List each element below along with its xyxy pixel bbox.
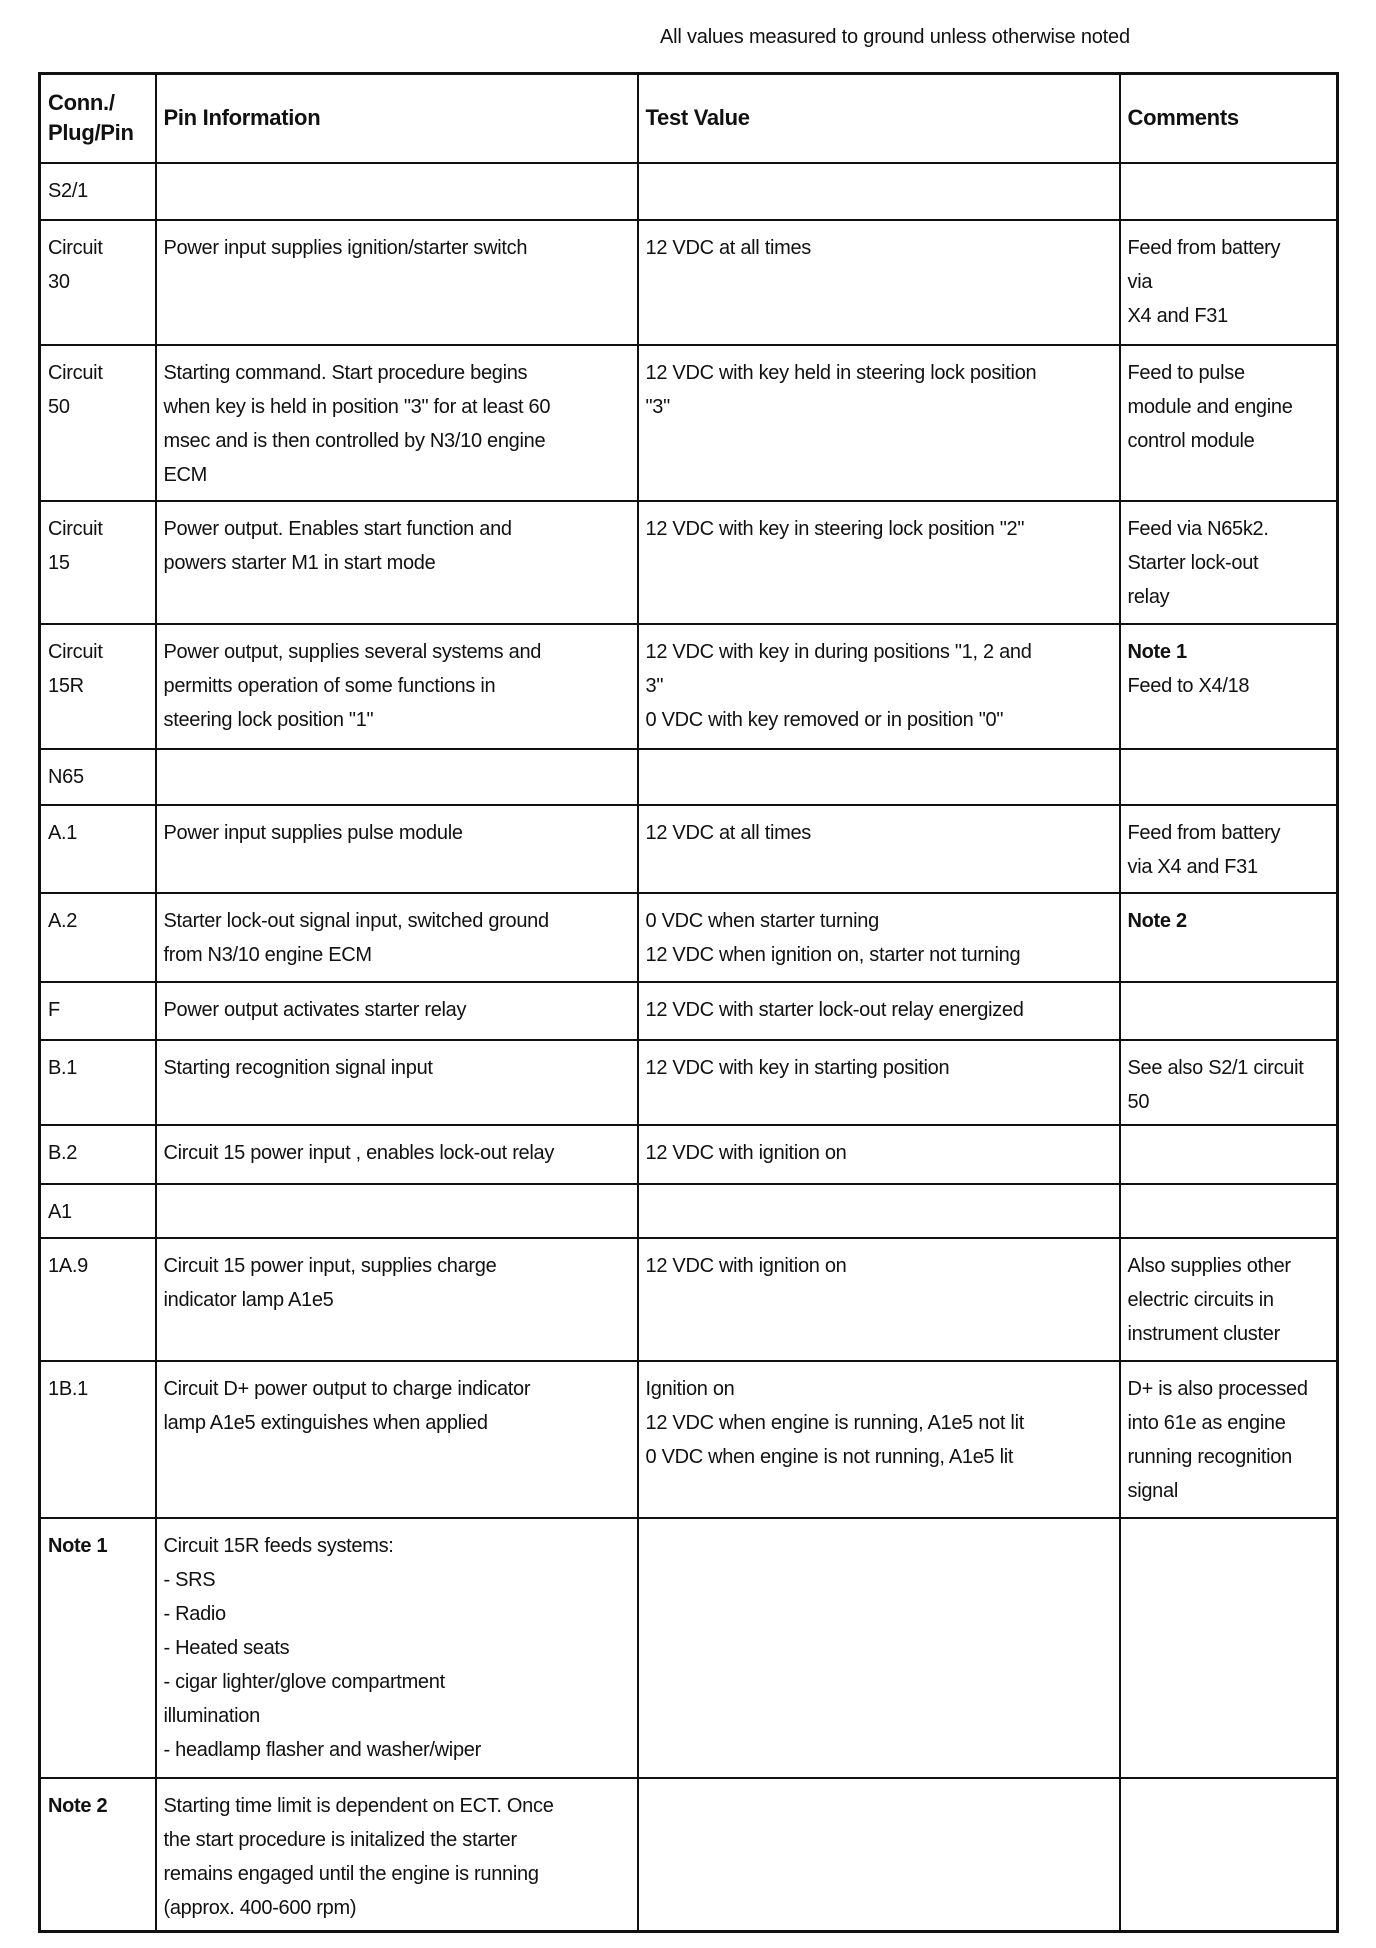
pin-cell: B.2 (38, 1123, 157, 1185)
pin-cell: Circuit 50 (38, 343, 157, 502)
test-value-cell: 12 VDC with key in starting position (636, 1038, 1121, 1126)
pin-cell: Note 2 (38, 1776, 157, 1933)
test-value-cell: 12 VDC with key held in steering lock po… (636, 343, 1121, 502)
pin-information-cell: Power output, supplies several systems a… (154, 622, 639, 750)
table-row: A1 (38, 1182, 1339, 1239)
note-reference: Note 2 (1127, 909, 1188, 932)
pin-information-cell (154, 1182, 639, 1239)
pin-cell: A1 (38, 1182, 157, 1239)
comments-cell: Feed via N65k2. Starter lock-out relay (1118, 499, 1339, 625)
test-value-cell (636, 747, 1121, 806)
comments-cell (1118, 1776, 1339, 1933)
comments-cell (1118, 980, 1339, 1041)
comments-cell: See also S2/1 circuit 50 (1118, 1038, 1339, 1126)
table-row: A.2 Starter lock-out signal input, switch… (38, 891, 1339, 983)
table-row: Circuit 30 Power input supplies ignition/… (38, 218, 1339, 346)
test-value-cell: Ignition on 12 VDC when engine is runnin… (636, 1359, 1121, 1519)
pin-information-cell: Starting recognition signal input (154, 1038, 639, 1126)
table-row: A.1 Power input supplies pulse module 12 V… (38, 803, 1339, 894)
pin-information-cell: Circuit 15 power input, supplies charge … (154, 1236, 639, 1362)
test-value-cell: 12 VDC at all times (636, 218, 1121, 346)
pin-cell: S2/1 (38, 161, 157, 221)
test-value-cell: 12 VDC with ignition on (636, 1236, 1121, 1362)
table-row: F Power output activates starter relay 12 … (38, 980, 1339, 1041)
pin-cell: A.2 (38, 891, 157, 983)
pin-cell: A.1 (38, 803, 157, 894)
comments-cell: D+ is also processed into 61e as engine … (1118, 1359, 1339, 1519)
pin-information-cell (154, 747, 639, 806)
table-row: Circuit 15 Power output. Enables start fu… (38, 499, 1339, 625)
table-row: N65 (38, 747, 1339, 806)
table-row: 1B.1 Circuit D+ power output to charge in… (38, 1359, 1339, 1519)
pin-test-table: Conn./ Plug/Pin Pin Information Test Val… (38, 72, 1339, 1933)
note-reference: Note 1 (1127, 640, 1188, 663)
test-value-cell (636, 1182, 1121, 1239)
test-value-cell: 0 VDC when starter turning 12 VDC when i… (636, 891, 1121, 983)
comments-cell (1118, 1123, 1339, 1185)
test-value-cell: 12 VDC at all times (636, 803, 1121, 894)
column-header-pin-information: Pin Information (154, 72, 639, 164)
pin-information-cell: Starter lock-out signal input, switched … (154, 891, 639, 983)
table-row: 1A.9 Circuit 15 power input, supplies cha… (38, 1236, 1339, 1362)
pin-cell: 1B.1 (38, 1359, 157, 1519)
pin-information-cell: Power output. Enables start function and… (154, 499, 639, 625)
comments-cell: Feed from battery via X4 and F31 (1118, 803, 1339, 894)
table-row: Circuit 50 Starting command. Start proced… (38, 343, 1339, 502)
pin-information-cell: Circuit 15 power input , enables lock-ou… (154, 1123, 639, 1185)
comments-cell (1118, 747, 1339, 806)
pin-information-cell: Circuit D+ power output to charge indica… (154, 1359, 639, 1519)
pin-cell: Note 1 (38, 1516, 157, 1779)
table-row: B.2 Circuit 15 power input , enables lock… (38, 1123, 1339, 1185)
comments-cell: Also supplies other electric circuits in… (1118, 1236, 1339, 1362)
test-value-cell: 12 VDC with key in steering lock positio… (636, 499, 1121, 625)
pin-information-cell: Power input supplies ignition/starter sw… (154, 218, 639, 346)
test-value-cell: 12 VDC with starter lock-out relay energ… (636, 980, 1121, 1041)
test-value-cell (636, 161, 1121, 221)
pin-cell: B.1 (38, 1038, 157, 1126)
test-value-cell (636, 1776, 1121, 1933)
table-row: B.1 Starting recognition signal input 12 V… (38, 1038, 1339, 1126)
table-row: Note 2 Starting time limit is dependent o… (38, 1776, 1339, 1933)
pin-cell: Circuit 30 (38, 218, 157, 346)
comments-cell (1118, 161, 1339, 221)
column-header-conn-plug-pin: Conn./ Plug/Pin (38, 72, 157, 164)
pin-information-cell: Power output activates starter relay (154, 980, 639, 1041)
column-header-comments: Comments (1118, 72, 1339, 164)
table-row: S2/1 (38, 161, 1339, 221)
table-row: Note 1 Circuit 15R feeds systems: - SRS -… (38, 1516, 1339, 1779)
pin-information-cell: Power input supplies pulse module (154, 803, 639, 894)
pin-information-cell (154, 161, 639, 221)
pin-cell: Circuit 15R (38, 622, 157, 750)
pin-information-cell: Starting time limit is dependent on ECT.… (154, 1776, 639, 1933)
test-value-cell: 12 VDC with ignition on (636, 1123, 1121, 1185)
column-header-test-value: Test Value (636, 72, 1121, 164)
table-row: Circuit 15R Power output, supplies severa… (38, 622, 1339, 750)
pin-cell: Circuit 15 (38, 499, 157, 625)
comments-cell (1118, 1516, 1339, 1779)
pin-information-cell: Circuit 15R feeds systems: - SRS - Radio… (154, 1516, 639, 1779)
pin-cell: F (38, 980, 157, 1041)
comments-cell: Note 1 Feed to X4/18 (1118, 622, 1339, 750)
pin-information-cell: Starting command. Start procedure begins… (154, 343, 639, 502)
comments-cell: Note 2 (1118, 891, 1339, 983)
comments-cell: Feed from battery via X4 and F31 (1118, 218, 1339, 346)
comments-cell (1118, 1182, 1339, 1239)
comments-cell: Feed to pulse module and engine control … (1118, 343, 1339, 502)
measurement-note: All values measured to ground unless oth… (660, 26, 1130, 48)
test-value-cell: 12 VDC with key in during positions "1, … (636, 622, 1121, 750)
pin-cell: 1A.9 (38, 1236, 157, 1362)
table-header-row: Conn./ Plug/Pin Pin Information Test Val… (38, 72, 1339, 164)
pin-cell: N65 (38, 747, 157, 806)
test-value-cell (636, 1516, 1121, 1779)
